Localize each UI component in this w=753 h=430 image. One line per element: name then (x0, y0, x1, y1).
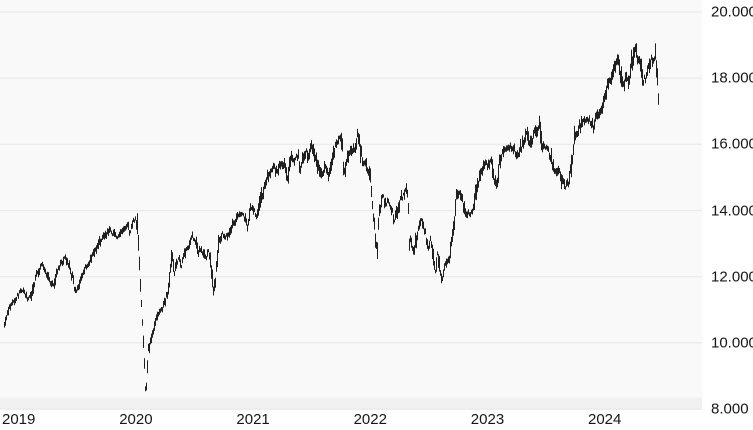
y-axis-label: 20.000 (711, 3, 753, 21)
y-axis-label: 14.000 (711, 202, 753, 219)
y-axis-label: 18.000 (711, 69, 753, 87)
y-axis-label: 16.000 (711, 135, 753, 153)
y-axis-label: 8.000 (711, 400, 749, 418)
x-axis-label: 2023 (470, 411, 505, 428)
price-series-bars (4, 43, 659, 392)
x-axis-label: 2022 (353, 411, 387, 428)
x-axis-label: 2024 (588, 411, 622, 428)
y-axis-label: 12.000 (711, 268, 753, 286)
plot-background (0, 0, 702, 410)
plot-bottom-band (0, 397, 702, 410)
x-axis-label: 2019 (2, 411, 36, 428)
x-axis-label: 2021 (236, 411, 270, 428)
y-axis-label: 10.000 (711, 334, 753, 352)
x-axis-label: 2020 (119, 411, 153, 428)
